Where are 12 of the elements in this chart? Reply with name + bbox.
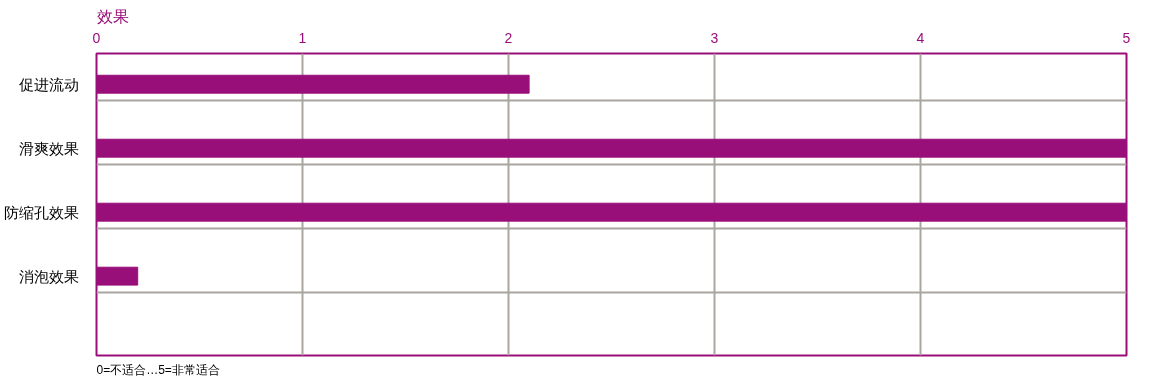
y-tick-label: 滑爽效果 (18, 139, 79, 157)
x-tick-label: 4 (916, 29, 925, 46)
x-tick-label: 0 (92, 29, 101, 46)
x-tick-label: 5 (1122, 29, 1131, 46)
x-tick-label: 2 (504, 29, 513, 46)
y-tick-label: 防缩孔效果 (3, 203, 79, 221)
text: 0=不适合…5=非常适合 (96, 362, 220, 377)
y-tick-label: 促进流动 (18, 75, 79, 93)
y-tick-label: 消泡效果 (18, 267, 79, 285)
chart-title: 效果 (96, 7, 129, 25)
x-tick-label: 1 (298, 29, 307, 46)
x-tick-label: 3 (710, 29, 719, 46)
